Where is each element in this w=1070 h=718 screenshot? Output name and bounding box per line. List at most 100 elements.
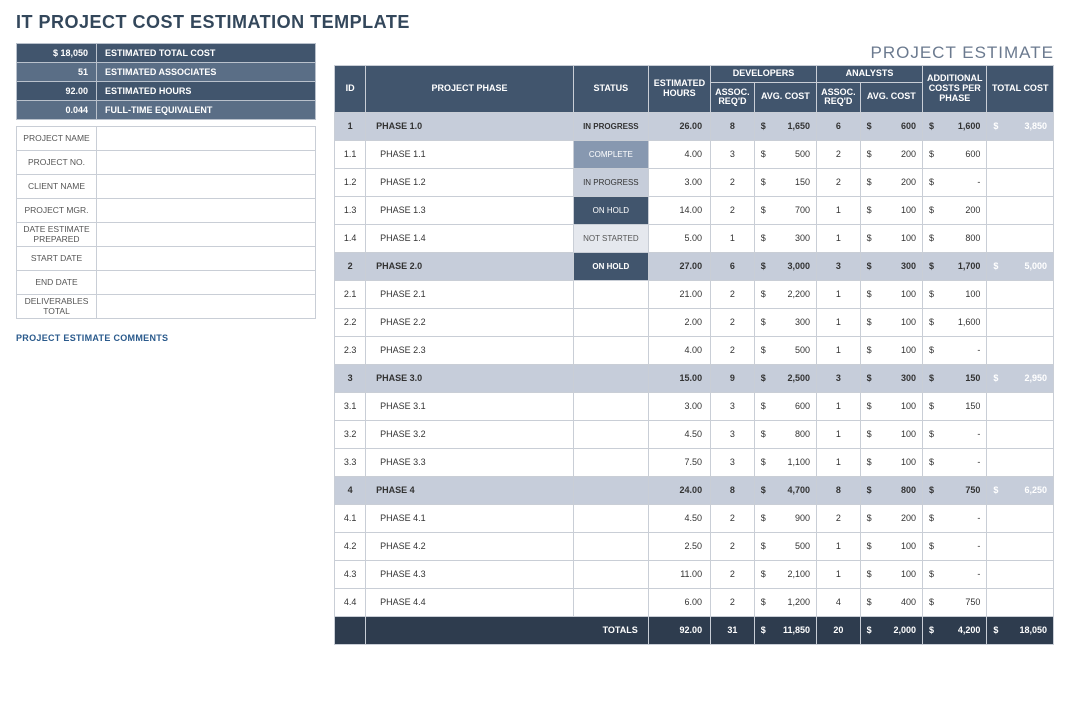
- cell-ana-assoc[interactable]: 1: [817, 308, 861, 336]
- cell-dev-avg[interactable]: $3,000: [754, 252, 816, 280]
- info-input[interactable]: [97, 247, 316, 271]
- cell-ana-assoc[interactable]: 1: [817, 280, 861, 308]
- cell-ana-assoc[interactable]: 1: [817, 196, 861, 224]
- cell-status[interactable]: [573, 476, 648, 504]
- cell-dev-avg[interactable]: $300: [754, 308, 816, 336]
- cell-hours[interactable]: 21.00: [648, 280, 710, 308]
- cell-status[interactable]: [573, 560, 648, 588]
- cell-dev-assoc[interactable]: 2: [711, 588, 755, 616]
- cell-dev-assoc[interactable]: 9: [711, 364, 755, 392]
- cell-add[interactable]: $600: [923, 140, 987, 168]
- cell-ana-avg[interactable]: $200: [860, 140, 922, 168]
- cell-dev-avg[interactable]: $500: [754, 336, 816, 364]
- cell-add[interactable]: $1,600: [923, 112, 987, 140]
- cell-status[interactable]: [573, 588, 648, 616]
- cell-ana-avg[interactable]: $300: [860, 364, 922, 392]
- cell-dev-assoc[interactable]: 2: [711, 280, 755, 308]
- cell-ana-assoc[interactable]: 4: [817, 588, 861, 616]
- info-input[interactable]: [97, 127, 316, 151]
- cell-dev-assoc[interactable]: 2: [711, 168, 755, 196]
- cell-dev-assoc[interactable]: 3: [711, 392, 755, 420]
- cell-status[interactable]: [573, 308, 648, 336]
- cell-status[interactable]: NOT STARTED: [573, 224, 648, 252]
- cell-add[interactable]: $750: [923, 588, 987, 616]
- info-input[interactable]: [97, 223, 316, 247]
- cell-dev-avg[interactable]: $2,100: [754, 560, 816, 588]
- cell-status[interactable]: [573, 532, 648, 560]
- cell-dev-avg[interactable]: $900: [754, 504, 816, 532]
- cell-dev-assoc[interactable]: 2: [711, 336, 755, 364]
- cell-hours[interactable]: 11.00: [648, 560, 710, 588]
- cell-dev-assoc[interactable]: 2: [711, 308, 755, 336]
- cell-dev-assoc[interactable]: 6: [711, 252, 755, 280]
- cell-dev-avg[interactable]: $4,700: [754, 476, 816, 504]
- cell-dev-assoc[interactable]: 3: [711, 420, 755, 448]
- cell-status[interactable]: ON HOLD: [573, 252, 648, 280]
- info-input[interactable]: [97, 271, 316, 295]
- cell-add[interactable]: $100: [923, 280, 987, 308]
- cell-dev-avg[interactable]: $2,500: [754, 364, 816, 392]
- cell-status[interactable]: [573, 504, 648, 532]
- cell-ana-assoc[interactable]: 1: [817, 392, 861, 420]
- cell-ana-avg[interactable]: $100: [860, 532, 922, 560]
- cell-dev-assoc[interactable]: 2: [711, 532, 755, 560]
- cell-dev-assoc[interactable]: 2: [711, 560, 755, 588]
- cell-dev-avg[interactable]: $300: [754, 224, 816, 252]
- cell-hours[interactable]: 2.50: [648, 532, 710, 560]
- cell-ana-avg[interactable]: $300: [860, 252, 922, 280]
- cell-add[interactable]: $800: [923, 224, 987, 252]
- cell-add[interactable]: $-: [923, 532, 987, 560]
- cell-ana-avg[interactable]: $400: [860, 588, 922, 616]
- cell-dev-avg[interactable]: $500: [754, 140, 816, 168]
- cell-hours[interactable]: 27.00: [648, 252, 710, 280]
- cell-hours[interactable]: 5.00: [648, 224, 710, 252]
- cell-ana-assoc[interactable]: 1: [817, 448, 861, 476]
- cell-hours[interactable]: 26.00: [648, 112, 710, 140]
- cell-status[interactable]: [573, 280, 648, 308]
- cell-ana-assoc[interactable]: 2: [817, 504, 861, 532]
- cell-dev-avg[interactable]: $1,650: [754, 112, 816, 140]
- cell-dev-assoc[interactable]: 8: [711, 476, 755, 504]
- cell-dev-assoc[interactable]: 3: [711, 448, 755, 476]
- cell-ana-avg[interactable]: $100: [860, 280, 922, 308]
- info-input[interactable]: [97, 175, 316, 199]
- cell-hours[interactable]: 3.00: [648, 168, 710, 196]
- cell-dev-avg[interactable]: $1,100: [754, 448, 816, 476]
- cell-add[interactable]: $1,700: [923, 252, 987, 280]
- cell-status[interactable]: [573, 448, 648, 476]
- cell-dev-avg[interactable]: $500: [754, 532, 816, 560]
- cell-dev-avg[interactable]: $2,200: [754, 280, 816, 308]
- cell-ana-avg[interactable]: $200: [860, 504, 922, 532]
- cell-status[interactable]: [573, 392, 648, 420]
- cell-ana-avg[interactable]: $100: [860, 308, 922, 336]
- cell-ana-assoc[interactable]: 1: [817, 420, 861, 448]
- cell-status[interactable]: [573, 336, 648, 364]
- cell-add[interactable]: $150: [923, 392, 987, 420]
- cell-ana-assoc[interactable]: 3: [817, 252, 861, 280]
- info-input[interactable]: [97, 199, 316, 223]
- cell-dev-avg[interactable]: $700: [754, 196, 816, 224]
- cell-add[interactable]: $-: [923, 168, 987, 196]
- cell-status[interactable]: [573, 364, 648, 392]
- cell-hours[interactable]: 4.00: [648, 336, 710, 364]
- cell-add[interactable]: $750: [923, 476, 987, 504]
- cell-ana-avg[interactable]: $100: [860, 196, 922, 224]
- cell-ana-avg[interactable]: $100: [860, 392, 922, 420]
- cell-dev-assoc[interactable]: 1: [711, 224, 755, 252]
- cell-add[interactable]: $-: [923, 336, 987, 364]
- cell-dev-avg[interactable]: $600: [754, 392, 816, 420]
- cell-hours[interactable]: 7.50: [648, 448, 710, 476]
- cell-add[interactable]: $-: [923, 560, 987, 588]
- cell-add[interactable]: $150: [923, 364, 987, 392]
- cell-ana-assoc[interactable]: 3: [817, 364, 861, 392]
- cell-status[interactable]: ON HOLD: [573, 196, 648, 224]
- cell-add[interactable]: $-: [923, 448, 987, 476]
- cell-hours[interactable]: 4.50: [648, 420, 710, 448]
- cell-hours[interactable]: 4.50: [648, 504, 710, 532]
- cell-add[interactable]: $200: [923, 196, 987, 224]
- cell-ana-avg[interactable]: $100: [860, 420, 922, 448]
- cell-hours[interactable]: 3.00: [648, 392, 710, 420]
- cell-status[interactable]: COMPLETE: [573, 140, 648, 168]
- cell-ana-avg[interactable]: $200: [860, 168, 922, 196]
- cell-dev-avg[interactable]: $150: [754, 168, 816, 196]
